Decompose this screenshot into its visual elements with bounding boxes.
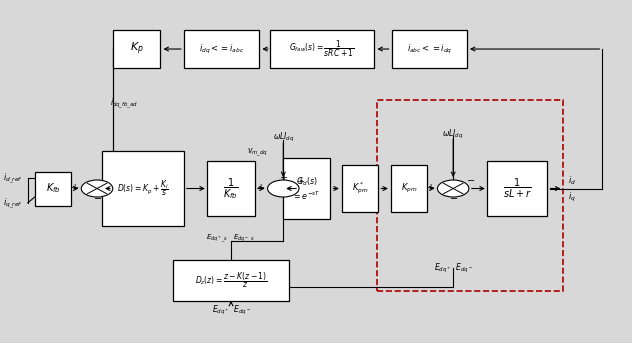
Text: $D_z(z)=\dfrac{z-K(z-1)}{z}$: $D_z(z)=\dfrac{z-K(z-1)}{z}$ — [195, 271, 267, 290]
Text: $i_{q\_ref}$: $i_{q\_ref}$ — [3, 197, 23, 211]
Text: $i_{abc}<=i_{dq}$: $i_{abc}<=i_{dq}$ — [406, 43, 452, 56]
Text: +: + — [257, 183, 265, 192]
Text: $K_p$: $K_p$ — [130, 41, 143, 57]
Text: $K_{pm}$: $K_{pm}$ — [401, 182, 417, 195]
FancyBboxPatch shape — [113, 30, 161, 68]
Text: $D(s)=K_p+\dfrac{K_i}{s}$: $D(s)=K_p+\dfrac{K_i}{s}$ — [117, 179, 169, 199]
FancyBboxPatch shape — [184, 30, 259, 68]
FancyBboxPatch shape — [487, 161, 547, 216]
Circle shape — [437, 180, 469, 197]
Text: $\omega LI_{dq}$: $\omega LI_{dq}$ — [442, 128, 464, 141]
FancyBboxPatch shape — [391, 165, 427, 212]
Text: +: + — [280, 173, 288, 182]
Text: $v_{m\_dq}$: $v_{m\_dq}$ — [246, 146, 268, 159]
Text: $E_{dq^+}$  $E_{dq^-}$: $E_{dq^+}$ $E_{dq^-}$ — [434, 262, 473, 275]
FancyBboxPatch shape — [391, 30, 467, 68]
FancyBboxPatch shape — [270, 30, 374, 68]
Text: $i_q$: $i_q$ — [568, 190, 576, 203]
Text: $K_{pm}^*$: $K_{pm}^*$ — [352, 181, 368, 196]
FancyBboxPatch shape — [342, 165, 379, 212]
Text: −: − — [94, 195, 102, 204]
FancyBboxPatch shape — [207, 161, 255, 216]
Text: $E_{dq^+\_s}$   $E_{dq^-\_s}$: $E_{dq^+\_s}$ $E_{dq^-\_s}$ — [207, 233, 256, 245]
Text: +: + — [71, 183, 79, 192]
Circle shape — [82, 180, 112, 197]
Text: $\omega LI_{dq}$: $\omega LI_{dq}$ — [272, 131, 294, 144]
FancyBboxPatch shape — [35, 172, 71, 205]
Text: $E_{dq^+}$  $E_{dq^-}$: $E_{dq^+}$ $E_{dq^-}$ — [212, 304, 251, 317]
FancyBboxPatch shape — [102, 151, 184, 226]
Text: $i_{d\_ref}$: $i_{d\_ref}$ — [3, 171, 23, 186]
Text: $\dfrac{1}{K_{fb}}$: $\dfrac{1}{K_{fb}}$ — [223, 176, 239, 201]
Text: +: + — [427, 183, 435, 192]
Text: +: + — [297, 177, 305, 186]
Text: $i_{dq}<=i_{abc}$: $i_{dq}<=i_{abc}$ — [199, 43, 245, 56]
FancyBboxPatch shape — [283, 158, 330, 219]
Circle shape — [267, 180, 299, 197]
Text: $i_d$: $i_d$ — [568, 175, 576, 187]
Text: $G_{faw}(s)=\dfrac{1}{sRC+1}$: $G_{faw}(s)=\dfrac{1}{sRC+1}$ — [289, 39, 355, 59]
Text: −: − — [450, 195, 458, 204]
Text: $K_{fb}$: $K_{fb}$ — [46, 181, 61, 196]
Text: $i_{dq\_fb\_ad}$: $i_{dq\_fb\_ad}$ — [109, 96, 138, 111]
Text: $G_d(s)$
$=e^{-sT}$: $G_d(s)$ $=e^{-sT}$ — [292, 175, 321, 202]
Text: $\dfrac{1}{sL+r}$: $\dfrac{1}{sL+r}$ — [503, 177, 532, 200]
FancyBboxPatch shape — [173, 260, 289, 301]
Text: −: − — [466, 177, 475, 186]
